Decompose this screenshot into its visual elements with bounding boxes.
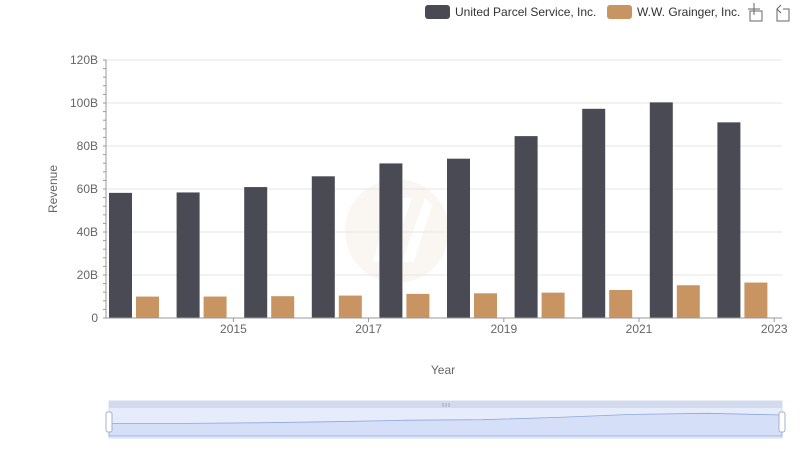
y-tick-label: 120B [70,53,98,67]
zoom-select-icon[interactable] [748,3,763,22]
y-tick-label: 20B [77,268,98,282]
bar-grainger-2017 [338,295,362,318]
bars [109,102,768,319]
legend: United Parcel Service, Inc. W.W. Grainge… [425,5,740,19]
bar-grainger-2023 [744,282,768,318]
y-tick-label: 100B [70,96,98,110]
y-axis: 0 20B 40B 60B 80B 100B 120B [70,53,107,325]
bar-ups-2015 [176,192,200,318]
bar-grainger-2014 [136,296,159,318]
y-axis-title: Revenue [46,165,60,213]
x-tick-label: 2021 [626,322,653,336]
data-zoom-handle-right[interactable] [778,411,786,433]
legend-label-grainger: W.W. Grainger, Inc. [637,5,740,19]
data-zoom-handle-left[interactable] [105,411,113,433]
bar-grainger-2022 [676,285,700,318]
bar-ups-2014 [109,192,132,318]
data-zoom-slider[interactable] [105,400,786,439]
legend-item-ups[interactable]: United Parcel Service, Inc. [425,5,596,19]
zoom-reset-icon[interactable] [776,4,790,22]
x-tick-label: 2023 [761,322,788,336]
bar-grainger-2018 [406,293,430,318]
bar-grainger-2020 [541,292,565,318]
bar-grainger-2019 [474,293,497,318]
legend-label-ups: United Parcel Service, Inc. [455,5,596,19]
legend-item-grainger[interactable]: W.W. Grainger, Inc. [607,5,740,19]
data-zoom-mover-icon[interactable] [442,403,450,407]
y-tick-label: 60B [77,182,98,196]
x-axis: 2015 2017 2019 2021 2023 [106,317,788,336]
legend-swatch-ups [425,5,450,19]
bar-ups-2019 [447,158,470,318]
bar-ups-2023 [717,122,741,318]
bar-ups-2021 [582,108,606,319]
x-tick-label: 2017 [355,322,382,336]
bar-grainger-2016 [271,296,295,318]
bar-ups-2018 [379,163,403,318]
y-tick-label: 80B [77,139,98,153]
legend-swatch-grainger [607,5,632,19]
bar-grainger-2021 [609,290,633,318]
bar-ups-2017 [311,176,335,318]
y-tick-label: 40B [77,225,98,239]
x-axis-title: Year [431,363,455,377]
bar-ups-2020 [514,136,538,318]
x-tick-label: 2015 [220,322,247,336]
bar-ups-2016 [244,187,268,318]
y-tick-label: 0 [91,311,98,325]
bar-ups-2022 [649,102,673,318]
bar-grainger-2015 [203,296,227,318]
x-tick-label: 2019 [490,322,517,336]
